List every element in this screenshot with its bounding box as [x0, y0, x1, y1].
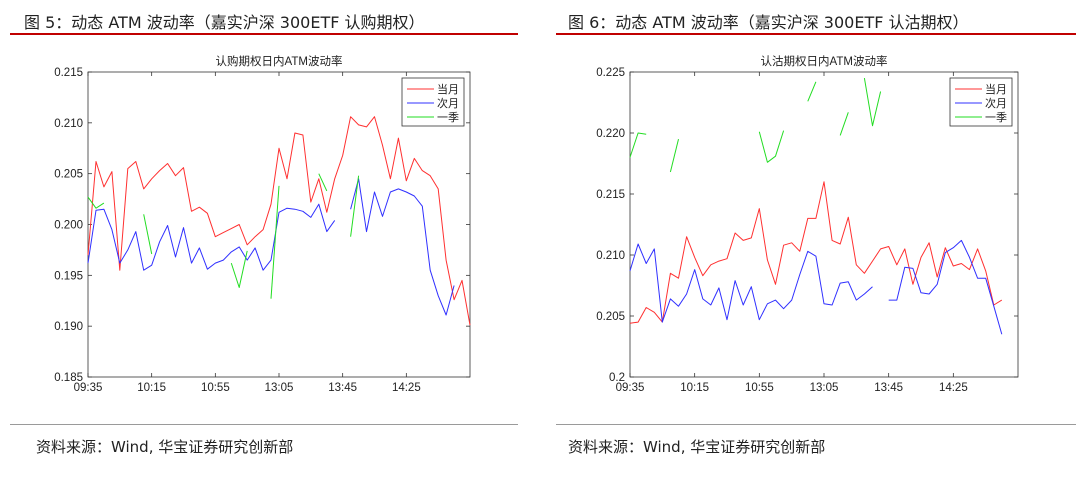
y-tick-label: 0.205 [54, 169, 83, 181]
series-line-3 [839, 112, 849, 136]
series-line-3 [270, 185, 280, 299]
x-tick-label: 09:35 [616, 382, 645, 394]
series-line-2 [87, 203, 336, 271]
x-tick-label: 13:45 [874, 382, 903, 394]
figure-panel-right: 图 6：动态 ATM 波动率（嘉实沪深 300ETF 认沽期权） 认沽期权日内A… [552, 0, 1076, 482]
y-tick-label: 0.195 [54, 270, 83, 282]
legend [401, 77, 465, 127]
y-tick-label: 0.215 [54, 67, 83, 79]
x-tick-label: 13:05 [265, 382, 294, 394]
caption-rule [556, 33, 1076, 35]
y-tick-label: 0.215 [596, 189, 625, 201]
x-tick-label: 14:25 [939, 382, 968, 394]
y-tick-label: 0.225 [596, 67, 625, 79]
legend [949, 77, 1013, 127]
series-line-2 [629, 243, 873, 323]
series-line-3 [629, 132, 647, 158]
series-line-3 [318, 173, 328, 192]
legend-label: 一季 [437, 111, 459, 124]
series-line-3 [87, 196, 105, 209]
source-note: 资料来源：Wind, 华宝证券研究创新部 [568, 438, 826, 456]
y-tick-label: 0.210 [54, 118, 83, 130]
series-line-3 [143, 214, 153, 255]
series-line-1 [87, 116, 471, 326]
chart-call-atm-vol: 认购期权日内ATM波动率 0.185 0.190 0.195 0.200 0.205 0.2… [54, 54, 471, 394]
x-tick-label: 14:25 [392, 382, 421, 394]
series-line-3 [230, 250, 248, 288]
x-tick-label: 10:55 [201, 382, 230, 394]
series-line-3 [758, 130, 785, 163]
series-line-3 [863, 78, 882, 127]
y-tick-label: 0.210 [596, 250, 625, 262]
series-line-3 [669, 138, 679, 173]
legend-label: 次月 [985, 96, 1007, 110]
chart-title: 认沽期权日内ATM波动率 [761, 54, 888, 68]
x-tick-label: 10:15 [137, 382, 166, 394]
x-tick-label: 13:45 [328, 382, 357, 394]
y-tick-label: 0.205 [596, 311, 625, 323]
source-note: 资料来源：Wind, 华宝证券研究创新部 [36, 438, 294, 456]
x-tick-label: 10:15 [680, 382, 709, 394]
chart-title: 认购期权日内ATM波动率 [216, 54, 343, 68]
series-line-3 [807, 81, 817, 102]
series-line-3 [350, 175, 360, 237]
y-tick-label: 0.185 [54, 372, 83, 384]
legend-label: 次月 [437, 96, 459, 110]
figure-caption: 图 5：动态 ATM 波动率（嘉实沪深 300ETF 认购期权） [24, 13, 425, 32]
caption-rule [10, 33, 518, 35]
y-tick-label: 0.200 [54, 220, 83, 232]
series-line-1 [629, 181, 1003, 324]
legend-label: 当月 [437, 82, 459, 96]
x-tick-label: 10:55 [745, 382, 774, 394]
y-tick-label: 0.2 [609, 372, 625, 384]
y-tick-label: 0.220 [596, 128, 625, 140]
source-divider [556, 424, 1076, 425]
x-tick-label: 09:35 [74, 382, 103, 394]
x-tick-label: 13:05 [810, 382, 839, 394]
series-line-2 [888, 239, 1003, 335]
figure-panel-left: 图 5：动态 ATM 波动率（嘉实沪深 300ETF 认购期权） 认购期权日内A… [0, 0, 520, 482]
figure-caption: 图 6：动态 ATM 波动率（嘉实沪深 300ETF 认沽期权） [568, 13, 969, 32]
legend-label: 当月 [985, 82, 1007, 96]
source-divider [10, 424, 518, 425]
legend-label: 一季 [985, 111, 1007, 124]
chart-put-atm-vol: 认沽期权日内ATM波动率 0.2 0.205 0.210 0.215 0.220 0.225… [596, 54, 1019, 394]
series-line-2 [350, 178, 455, 316]
y-tick-label: 0.190 [54, 321, 83, 333]
